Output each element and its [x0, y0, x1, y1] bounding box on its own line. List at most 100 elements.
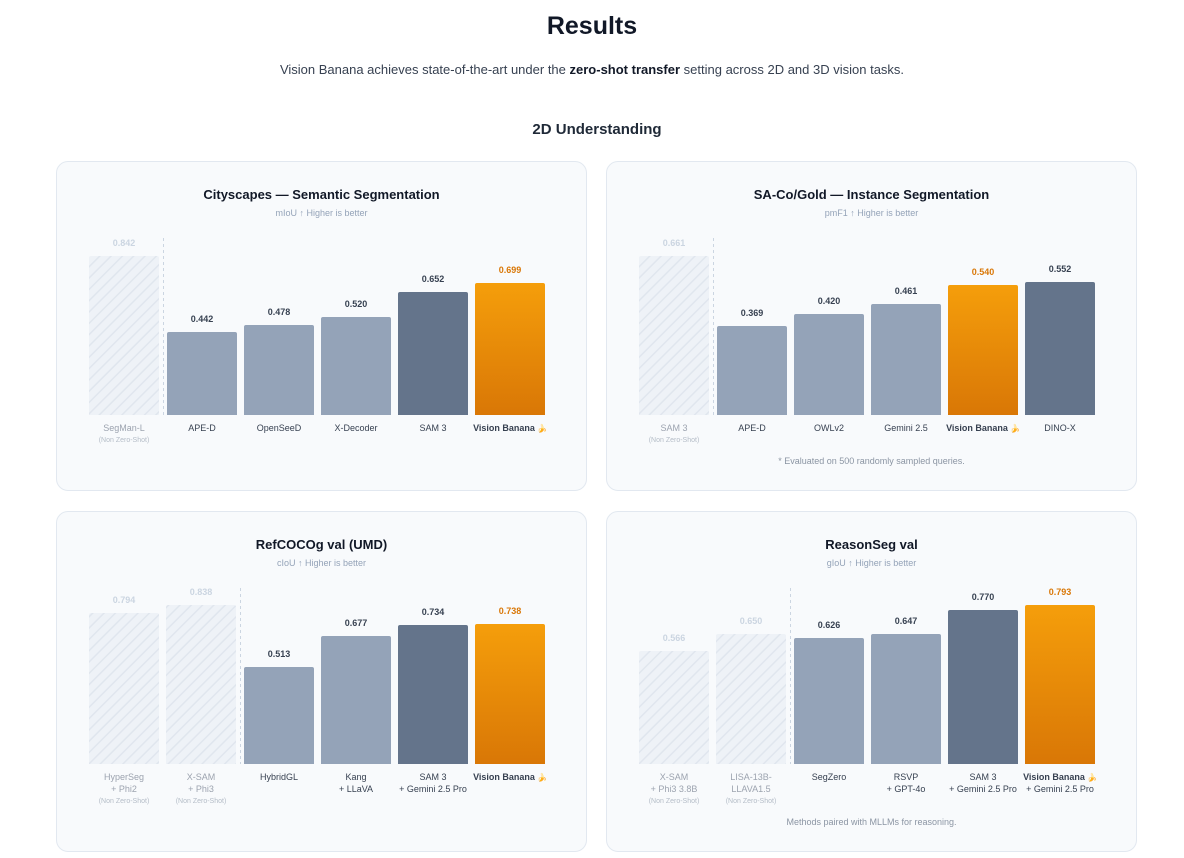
- bar-group: 0.677 Kang + LLaVA: [321, 618, 391, 794]
- chart-title: SA-Co/Gold — Instance Segmentation: [753, 187, 990, 202]
- bar-group: 0.842 SegMan-L (Non Zero-Shot): [89, 238, 159, 444]
- bar-group: 0.442 APE-D: [167, 314, 237, 433]
- category-label: SAM 3: [419, 423, 446, 433]
- bar-value-label: 0.513: [268, 649, 291, 659]
- bar-group: 0.794 HyperSeg + Phi2 (Non Zero-Shot): [89, 595, 159, 805]
- non-zero-shot-note: (Non Zero-Shot): [649, 798, 700, 805]
- bar: [475, 624, 545, 764]
- bar-value-label: 0.626: [818, 620, 841, 630]
- banana-icon: 🍌: [1010, 423, 1020, 433]
- bar-value-label: 0.461: [895, 286, 918, 296]
- bar-value-label: 0.650: [740, 616, 763, 626]
- page-title: Results: [546, 12, 638, 40]
- bar: [321, 636, 391, 764]
- bar: [948, 610, 1018, 764]
- category-label: APE-D: [738, 423, 766, 433]
- chart-card-reasonseg: ReasonSeg val gIoU ↑ Higher is better 0.…: [606, 511, 1137, 852]
- category-label: + Phi2: [111, 784, 137, 794]
- category-label: SAM 3: [660, 423, 687, 433]
- bar-group: 0.369 APE-D: [717, 308, 787, 433]
- bar-value-label: 0.442: [191, 314, 214, 324]
- category-label: + Gemini 2.5 Pro: [399, 784, 467, 794]
- bar: [398, 625, 468, 764]
- bar-group: 0.626 SegZero: [794, 620, 864, 782]
- bar-value-label: 0.770: [972, 592, 995, 602]
- bar: [321, 317, 391, 415]
- chart-title: RefCOCOg val (UMD): [255, 537, 388, 552]
- bar-group: 0.793 Vision Banana 🍌 + Gemini 2.5 Pro: [1023, 587, 1097, 794]
- subtitle-text-start: Vision Banana achieves state-of-the-art …: [279, 62, 570, 77]
- category-label: OWLv2: [814, 423, 844, 433]
- bar-group: 0.461 Gemini 2.5: [871, 286, 941, 433]
- page-subtitle: Vision Banana achieves state-of-the-art …: [0, 62, 1184, 77]
- category-label: SegZero: [812, 772, 847, 782]
- bar: [475, 283, 545, 415]
- bar-value-label: 0.552: [1049, 264, 1072, 274]
- chart-card-refcocog: RefCOCOg val (UMD) cIoU ↑ Higher is bett…: [56, 511, 587, 852]
- bar: [948, 285, 1018, 415]
- category-label: APE-D: [188, 423, 216, 433]
- non-zero-shot-note: (Non Zero-Shot): [726, 798, 777, 805]
- bar-group: 0.420 OWLv2: [794, 296, 864, 433]
- bar: [167, 332, 237, 415]
- bar-group: 0.566 X-SAM + Phi3 3.8B (Non Zero-Shot): [639, 633, 709, 805]
- category-label: OpenSeeD: [257, 423, 302, 433]
- bar-group: 0.652 SAM 3: [398, 274, 468, 433]
- category-label: HyperSeg: [104, 772, 144, 782]
- bar-group: 0.540 Vision Banana 🍌: [946, 267, 1020, 433]
- bar-group: 0.699 Vision Banana 🍌: [473, 265, 547, 433]
- bar: [871, 634, 941, 764]
- non-zero-shot-note: (Non Zero-Shot): [176, 798, 227, 805]
- banana-icon: 🍌: [1087, 772, 1097, 782]
- bar: [639, 651, 709, 764]
- category-label: + Gemini 2.5 Pro: [949, 784, 1017, 794]
- bar-chart: 0.661 SAM 3 (Non Zero-Shot) 0.369 APE-D 0.420…: [639, 238, 1095, 444]
- bar-value-label: 0.420: [818, 296, 841, 306]
- bar-group: 0.734 SAM 3 + Gemini 2.5 Pro: [398, 607, 468, 794]
- subtitle-text-end: setting across 2D and 3D vision tasks.: [680, 62, 905, 77]
- chart-footnote: * Evaluated on 500 randomly sampled quer…: [778, 456, 965, 466]
- bar-value-label: 0.677: [345, 618, 368, 628]
- bar: [89, 256, 159, 415]
- bar-value-label: 0.369: [741, 308, 764, 318]
- chart-footnote: Methods paired with MLLMs for reasoning.: [786, 817, 957, 827]
- category-label: + LLaVA: [339, 784, 373, 794]
- category-label: Gemini 2.5: [884, 423, 928, 433]
- bar-value-label: 0.699: [499, 265, 522, 275]
- bar: [244, 667, 314, 764]
- category-label: + Gemini 2.5 Pro: [1026, 784, 1094, 794]
- category-label: RSVP: [894, 772, 919, 782]
- bar-group: 0.661 SAM 3 (Non Zero-Shot): [639, 238, 709, 444]
- bar-value-label: 0.652: [422, 274, 445, 284]
- chart-title: Cityscapes — Semantic Segmentation: [203, 187, 440, 202]
- chart-metric: cIoU ↑ Higher is better: [276, 558, 367, 568]
- non-zero-shot-note: (Non Zero-Shot): [99, 798, 150, 805]
- non-zero-shot-note: (Non Zero-Shot): [649, 437, 700, 444]
- category-label: Vision Banana 🍌: [946, 423, 1020, 433]
- category-label: Vision Banana 🍌: [1023, 772, 1097, 782]
- chart-metric: pmF1 ↑ Higher is better: [824, 208, 919, 218]
- bar-value-label: 0.566: [663, 633, 686, 643]
- bar: [398, 292, 468, 415]
- chart-card-saco-gold: SA-Co/Gold — Instance Segmentation pmF1 …: [606, 161, 1137, 491]
- category-label: Vision Banana 🍌: [473, 423, 547, 433]
- category-label: Kang: [345, 772, 366, 782]
- banana-icon: 🍌: [537, 423, 547, 433]
- bar-group: 0.738 Vision Banana 🍌: [473, 606, 547, 782]
- category-label: SAM 3: [419, 772, 446, 782]
- bar-group: 0.650 LISA-13B- LLAVA1.5 (Non Zero-Shot): [716, 616, 786, 805]
- banana-icon: 🍌: [537, 772, 547, 782]
- bar-value-label: 0.540: [972, 267, 995, 277]
- bar-value-label: 0.647: [895, 616, 918, 626]
- chart-metric: gIoU ↑ Higher is better: [826, 558, 917, 568]
- category-label: DINO-X: [1044, 423, 1076, 433]
- bar: [89, 613, 159, 764]
- category-label: LISA-13B-: [730, 772, 772, 782]
- category-label: SegMan-L: [103, 423, 145, 433]
- section-title: 2D Understanding: [532, 121, 662, 138]
- bar-group: 0.478 OpenSeeD: [244, 307, 314, 433]
- category-label: X-Decoder: [334, 423, 377, 433]
- bar: [244, 325, 314, 415]
